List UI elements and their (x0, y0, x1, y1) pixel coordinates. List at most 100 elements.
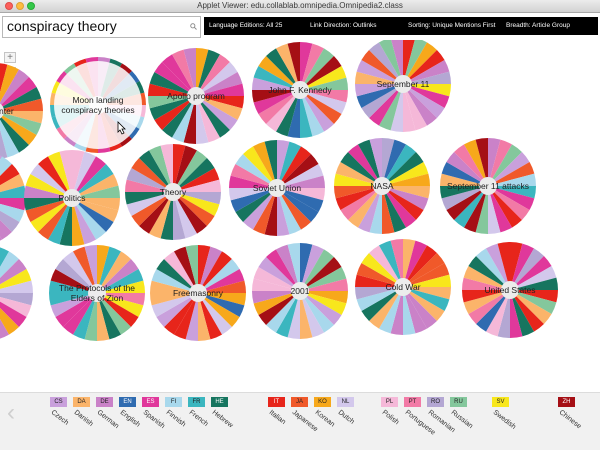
article-pie-0[interactable]: de Center (0, 63, 43, 159)
search-icon[interactable] (190, 23, 197, 30)
legend-swatch-nl[interactable]: NL (337, 397, 354, 407)
legend-swatch-es[interactable]: ES (142, 397, 159, 407)
pie-slice (403, 42, 437, 84)
pie-slice (300, 56, 342, 90)
pie-slice (253, 188, 277, 235)
pie-slice (403, 274, 451, 287)
pie-slice (510, 290, 523, 338)
pie-slice (154, 62, 196, 96)
zoom-in-button[interactable]: + (4, 52, 16, 63)
pie-slice (38, 156, 72, 198)
article-pie-8[interactable]: Soviet Union (229, 140, 325, 236)
sorting-setting[interactable]: Sorting: Unique Mentions First (408, 22, 496, 29)
pie-slice (382, 186, 406, 233)
breadth-setting[interactable]: Breadth: Article Group (506, 22, 570, 29)
pie-slice (382, 144, 416, 186)
article-label: Soviet Union (253, 183, 301, 193)
pie-slice (403, 84, 451, 97)
legend-swatch-ro[interactable]: RO (427, 397, 444, 407)
article-pie-6[interactable]: Politics (24, 150, 120, 246)
legend-swatch-pt[interactable]: PT (404, 397, 421, 407)
legend-swatch-ja[interactable]: JA (291, 397, 308, 407)
pie-slice (198, 280, 246, 293)
pie-slice (97, 246, 121, 293)
article-pie-11[interactable]: on (0, 245, 33, 341)
legend-swatch-cs[interactable]: CS (50, 397, 67, 407)
pie-slice (382, 186, 395, 234)
legend-swatch-ko[interactable]: KO (314, 397, 331, 407)
pie-slice (30, 198, 72, 232)
pie-slice (488, 186, 530, 220)
pie-slice (196, 96, 238, 130)
pie-slice (266, 291, 300, 333)
pie-slice (173, 168, 220, 192)
pie-slice (340, 152, 382, 186)
chevron-left-icon[interactable]: ‹ (7, 399, 15, 426)
legend-language-name: Danish (72, 409, 95, 428)
article-pie-4[interactable]: September 11 (355, 40, 451, 132)
search-input-value[interactable]: conspiracy theory (7, 18, 117, 34)
legend-swatch-fi[interactable]: FI (165, 397, 182, 407)
pie-slice (72, 198, 85, 246)
legend-swatch-ru[interactable]: RU (450, 397, 467, 407)
language-editions-setting[interactable]: Language Editions: All 25 (209, 22, 283, 29)
article-pie-12[interactable]: The Protocols of the Elders of Zion (49, 245, 145, 341)
pie-slice (0, 297, 32, 317)
zoom-window-button[interactable] (27, 2, 35, 10)
article-pie-10[interactable]: September 11 attacks (440, 138, 536, 234)
legend-swatch-da[interactable]: DA (73, 397, 90, 407)
close-window-button[interactable] (5, 2, 13, 10)
pie-slice (0, 63, 8, 93)
pie-slice (355, 274, 403, 287)
pie-slice (277, 175, 325, 188)
pie-slice (25, 198, 72, 222)
legend-swatch-it[interactable]: IT (268, 397, 285, 407)
article-label: The Protocols of the Elders of Zion (59, 283, 135, 303)
pie-slice (277, 164, 324, 188)
legend-language-name: Polish (380, 409, 401, 427)
search-field[interactable]: conspiracy theory (2, 16, 201, 38)
legend-swatch-de[interactable]: DE (96, 397, 113, 407)
article-pie-16[interactable]: United States (462, 242, 558, 338)
pie-slice (198, 293, 240, 327)
article-pie-13[interactable]: Freemasonry (150, 245, 246, 341)
legend-swatch-sv[interactable]: SV (492, 397, 509, 407)
pie-slice (48, 198, 72, 245)
pie-slice (488, 186, 522, 228)
article-pie-9[interactable]: NASA (334, 138, 430, 234)
pie-slice (162, 96, 196, 138)
pie-slice (379, 84, 403, 131)
pie-slice (131, 158, 173, 192)
pie-slice (300, 90, 348, 103)
article-label: NASA (370, 181, 393, 191)
legend-swatch-fr[interactable]: FR (188, 397, 205, 407)
pie-slice (277, 188, 311, 230)
article-pie-7[interactable]: Theory (125, 144, 221, 240)
pie-slice (391, 40, 403, 84)
article-pie-15[interactable]: Cold War (355, 239, 451, 335)
pie-slice (403, 71, 451, 84)
article-pie-3[interactable]: John F. Kennedy (252, 42, 348, 138)
pie-slice (258, 257, 300, 291)
article-pie-2[interactable]: Apollo program (148, 48, 244, 144)
article-pie-1[interactable]: Moon landing conspiracy theories (50, 57, 146, 153)
pie-slice (300, 42, 313, 90)
pie-slice (0, 198, 26, 211)
link-direction-setting[interactable]: Link Direction: Outlinks (310, 22, 377, 29)
minimize-window-button[interactable] (16, 2, 24, 10)
pie-slice (403, 245, 437, 287)
pie-slice (196, 49, 220, 96)
pie-slice (0, 269, 32, 289)
pie-slice (72, 198, 106, 240)
pie-center (164, 183, 182, 201)
legend-swatch-zh[interactable]: ZH (558, 397, 575, 407)
pie-slice (300, 249, 334, 291)
pie-slice (335, 186, 382, 210)
legend-swatch-pl[interactable]: PL (381, 397, 398, 407)
article-pie-14[interactable]: 2001 (252, 243, 348, 339)
legend-swatch-he[interactable]: HE (211, 397, 228, 407)
pie-center (291, 81, 309, 99)
legend-swatch-en[interactable]: EN (119, 397, 136, 407)
pie-slice (340, 186, 382, 220)
article-pie-5[interactable]: John (0, 150, 26, 246)
